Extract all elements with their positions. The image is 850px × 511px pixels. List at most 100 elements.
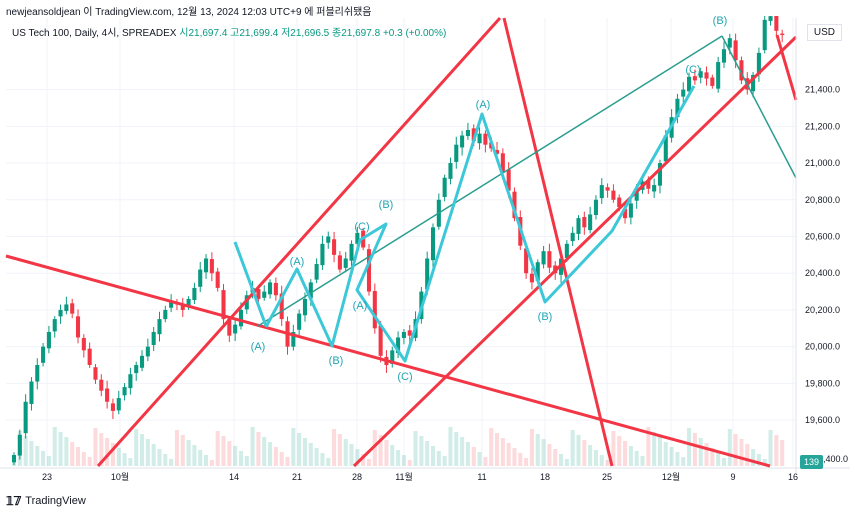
candle-body	[465, 130, 470, 137]
y-tick-label-partial: 19,400.0	[813, 454, 848, 464]
drawing-layer	[5, 16, 798, 468]
candle-body	[58, 309, 63, 317]
volume-bar	[384, 440, 389, 466]
candle-body	[41, 346, 46, 363]
x-tick-label: 21	[292, 472, 302, 482]
volume-bar	[227, 441, 232, 466]
candle-body	[477, 133, 482, 144]
legend-low: 21,696.5	[290, 28, 330, 39]
candle-body	[163, 309, 168, 320]
candle-body	[279, 293, 284, 320]
x-tick-label: 18	[540, 472, 550, 482]
candle-body	[297, 313, 302, 330]
red-trendline-down	[502, 17, 614, 467]
volume-bar	[355, 449, 360, 466]
candle-body	[582, 217, 587, 228]
red-trendline-descending	[5, 254, 771, 468]
volume-bar	[570, 430, 575, 466]
volume-bar	[774, 435, 779, 466]
x-tick-label: 28	[352, 472, 362, 482]
volume-bar	[524, 458, 529, 466]
chart-svg: (A) (B) (C) (A) (B) (C) (A) (A) (B) (C) (B) 19,600…	[0, 8, 850, 482]
volume-bar	[588, 445, 593, 466]
volume-bar	[145, 439, 150, 466]
volume-bar	[221, 436, 226, 466]
red-trendline-upper	[96, 16, 502, 468]
candle-body	[681, 89, 686, 97]
volume-bar	[326, 458, 331, 466]
candle-body	[209, 259, 214, 274]
candle-body	[454, 144, 459, 162]
volume-bar	[244, 456, 249, 466]
volume-bar	[64, 437, 69, 466]
wave-label: (C)	[397, 371, 412, 383]
candle-body	[716, 62, 721, 89]
volume-bar	[780, 440, 785, 466]
volume-bar	[675, 452, 680, 466]
candle-body	[314, 264, 319, 280]
volume-bar	[372, 430, 377, 466]
candle-body	[494, 150, 500, 154]
legend-symbol: US Tech 100, Daily, 4시, SPREADEX	[12, 28, 177, 39]
y-tick-label: 20,800.0	[805, 195, 840, 205]
volume-bar	[623, 441, 628, 466]
wave-label: (B)	[329, 355, 344, 367]
candle-body	[588, 214, 593, 231]
candle-body	[378, 325, 383, 356]
tradingview-logo[interactable]: 𝟙𝟟 TradingView	[6, 494, 86, 508]
volume-bar	[390, 445, 395, 466]
candle-body	[372, 291, 377, 329]
volume-bar	[605, 460, 610, 466]
x-tick-label: 9	[730, 472, 735, 482]
volume-bar	[297, 433, 302, 466]
candle-body	[332, 239, 337, 255]
candle-body	[320, 243, 325, 266]
wave-pattern-1	[264, 85, 696, 363]
candle-body	[52, 319, 57, 332]
candle-body	[430, 227, 436, 261]
volume-bar	[425, 441, 430, 466]
volume-bar	[436, 451, 441, 466]
volume-bar	[192, 445, 197, 466]
volume-bar	[134, 429, 139, 466]
volume-bar	[582, 440, 587, 466]
volume-bar	[751, 449, 756, 466]
volume-bar	[756, 454, 761, 466]
alert-count-badge[interactable]: 139	[800, 455, 824, 469]
candle-body	[698, 71, 703, 78]
candle-body	[721, 49, 727, 63]
candle-body	[751, 74, 756, 92]
currency-label[interactable]: USD	[806, 24, 842, 41]
volume-bar	[593, 450, 598, 466]
volume-bar	[454, 432, 459, 466]
candle-body	[11, 454, 17, 463]
candle-body	[570, 232, 575, 242]
volume-bar	[41, 451, 46, 466]
candle-body	[617, 197, 622, 208]
wave-label: (B)	[379, 199, 394, 211]
candle-body	[110, 403, 115, 411]
volume-bar	[733, 434, 738, 466]
candle-body	[460, 135, 465, 148]
volume-bar	[46, 456, 51, 466]
volume-bar	[332, 429, 337, 466]
candle-body	[547, 251, 552, 268]
volume-bar	[407, 460, 412, 466]
candle-body	[448, 163, 453, 179]
legend-open-label: 시	[179, 28, 189, 39]
y-tick-label: 21,000.0	[805, 158, 840, 168]
volume-bar	[541, 439, 546, 466]
candle-body	[425, 258, 430, 290]
brand-name: TradingView	[25, 495, 86, 507]
volume-bar	[186, 440, 191, 466]
chart-area[interactable]: (A) (B) (C) (A) (B) (C) (A) (A) (B) (C) (B) 19,600…	[0, 8, 850, 493]
volume-bar	[139, 434, 145, 466]
candle-body	[227, 319, 232, 336]
y-tick-label: 19,800.0	[805, 378, 840, 388]
candle-body	[471, 128, 476, 142]
volume-bar	[564, 459, 569, 466]
volume-bar	[611, 431, 616, 466]
candle-body	[35, 365, 40, 382]
volume-bar	[58, 432, 63, 466]
volume-bar	[81, 452, 86, 466]
